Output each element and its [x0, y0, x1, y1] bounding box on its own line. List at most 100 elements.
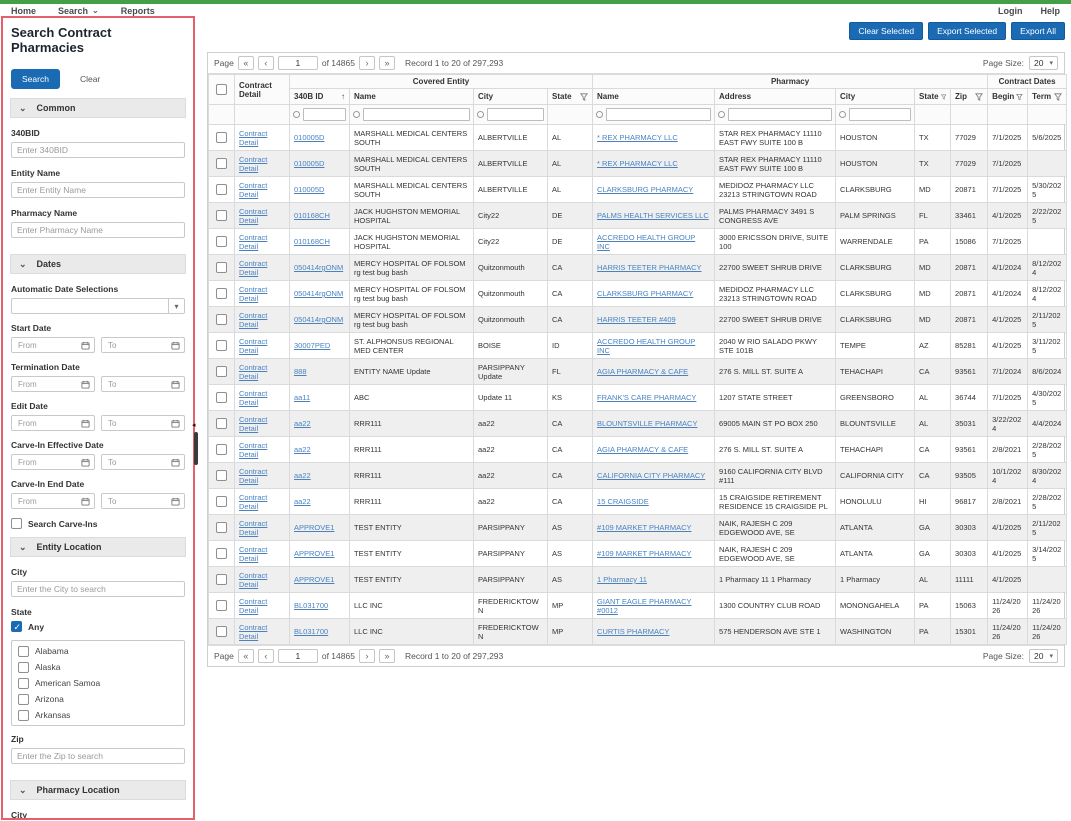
contract-detail-link[interactable]: Contract Detail — [239, 258, 268, 277]
export-selected-button[interactable]: Export Selected — [928, 22, 1007, 40]
bid-link[interactable]: 050414rgONM — [294, 263, 344, 272]
nav-search[interactable]: Search ⌄ — [58, 5, 99, 16]
row-checkbox[interactable] — [216, 600, 227, 611]
state-checkbox-item[interactable]: Alabama — [12, 643, 184, 659]
contract-detail-link[interactable]: Contract Detail — [239, 154, 268, 173]
calendar-icon[interactable] — [81, 497, 90, 506]
contract-detail-link[interactable]: Contract Detail — [239, 570, 268, 589]
pharmacy-link[interactable]: HARRIS TEETER #409 — [597, 315, 676, 324]
bid-input[interactable] — [11, 142, 185, 158]
calendar-icon[interactable] — [81, 380, 90, 389]
date-from-field[interactable] — [11, 376, 95, 392]
col-contract-detail[interactable]: Contract Detail — [234, 74, 290, 105]
contract-detail-link[interactable]: Contract Detail — [239, 336, 268, 355]
pharmacy-link[interactable]: PALMS HEALTH SERVICES LLC — [597, 211, 709, 220]
state-checkbox[interactable] — [18, 661, 29, 673]
row-checkbox[interactable] — [216, 444, 227, 455]
entity-name-input[interactable] — [11, 182, 185, 198]
next-page-icon[interactable]: › — [358, 649, 375, 663]
filter-operator-icon[interactable] — [353, 111, 360, 118]
next-page-icon[interactable]: › — [358, 56, 375, 70]
nav-home[interactable]: Home — [11, 5, 37, 16]
row-checkbox[interactable] — [216, 366, 227, 377]
row-checkbox[interactable] — [216, 262, 227, 273]
contract-detail-link[interactable]: Contract Detail — [239, 544, 268, 563]
auto-date-select[interactable]: ▾ — [11, 298, 185, 314]
pharmacy-link[interactable]: HARRIS TEETER PHARMACY — [597, 263, 702, 272]
row-checkbox[interactable] — [216, 158, 227, 169]
pharmacy-link[interactable]: 1 Pharmacy 11 — [597, 575, 647, 584]
filter-funnel-icon[interactable] — [580, 92, 589, 101]
contract-detail-link[interactable]: Contract Detail — [239, 388, 268, 407]
col-address[interactable]: Address — [714, 88, 837, 105]
row-checkbox[interactable] — [216, 626, 227, 637]
col-340b-id[interactable]: 340B ID ↑ — [289, 88, 350, 105]
contract-detail-link[interactable]: Contract Detail — [239, 180, 268, 199]
col-ph-state[interactable]: State — [914, 88, 952, 105]
section-common[interactable]: ⌄ Common — [10, 98, 186, 118]
bid-link[interactable]: 888 — [294, 367, 307, 376]
state-checkbox-item[interactable]: American Samoa — [12, 675, 184, 691]
pharmacy-link[interactable]: 15 CRAIGSIDE — [597, 497, 649, 506]
bid-link[interactable]: 010168CH — [294, 237, 330, 246]
row-checkbox[interactable] — [216, 496, 227, 507]
pharmacy-link[interactable]: FRANK'S CARE PHARMACY — [597, 393, 697, 402]
pharmacy-link[interactable]: AGIA PHARMACY & CAFE — [597, 367, 689, 376]
bid-link[interactable]: aa22 — [294, 497, 311, 506]
row-checkbox[interactable] — [216, 574, 227, 585]
collapse-panel-icon[interactable]: ◂ — [192, 422, 196, 429]
row-checkbox[interactable] — [216, 288, 227, 299]
contract-detail-link[interactable]: Contract Detail — [239, 414, 268, 433]
contract-detail-link[interactable]: Contract Detail — [239, 440, 268, 459]
entity-state-any-checkbox[interactable] — [11, 621, 22, 633]
section-dates[interactable]: ⌄ Dates — [10, 254, 186, 274]
page-size-select[interactable]: 20 ▾ — [1029, 649, 1058, 663]
date-from-field[interactable] — [11, 337, 95, 353]
page-number-input[interactable] — [277, 649, 318, 663]
pharmacy-link[interactable]: GIANT EAGLE PHARMACY #0012 — [597, 596, 692, 615]
filter-operator-icon[interactable] — [596, 111, 604, 118]
entity-state-any-row[interactable]: Any — [11, 621, 185, 633]
last-page-icon[interactable]: » — [378, 649, 395, 663]
entity-city-input[interactable] — [11, 581, 185, 597]
state-checkbox-item[interactable]: Arkansas — [12, 707, 184, 723]
bid-link[interactable]: BL031700 — [294, 601, 329, 610]
date-to-field[interactable] — [101, 493, 185, 509]
pharmacy-link[interactable]: * REX PHARMACY LLC — [597, 159, 678, 168]
date-to-field[interactable] — [101, 454, 185, 470]
bid-link[interactable]: BL031700 — [294, 627, 329, 636]
contract-detail-link[interactable]: Contract Detail — [239, 310, 268, 329]
bid-link[interactable]: APPROVE1 — [294, 575, 335, 584]
contract-detail-link[interactable]: Contract Detail — [239, 492, 268, 511]
bid-link[interactable]: aa22 — [294, 445, 311, 454]
row-checkbox[interactable] — [216, 132, 227, 143]
date-to-field[interactable] — [101, 337, 185, 353]
bid-link[interactable]: 010168CH — [294, 211, 330, 220]
state-checkbox[interactable] — [18, 677, 29, 689]
ph-name-column-filter-input[interactable] — [606, 108, 712, 121]
date-to-field[interactable] — [101, 415, 185, 431]
state-checkbox[interactable] — [18, 645, 29, 657]
entity-zip-input[interactable] — [11, 748, 185, 764]
search-carve-ins-row[interactable]: Search Carve-Ins — [11, 518, 185, 529]
calendar-icon[interactable] — [81, 341, 90, 350]
row-checkbox[interactable] — [216, 522, 227, 533]
contract-detail-link[interactable]: Contract Detail — [239, 518, 268, 537]
contract-detail-link[interactable]: Contract Detail — [239, 596, 268, 615]
filter-operator-icon[interactable] — [477, 111, 484, 118]
contract-detail-link[interactable]: Contract Detail — [239, 206, 268, 225]
contract-detail-link[interactable]: Contract Detail — [239, 362, 268, 381]
calendar-icon[interactable] — [171, 497, 180, 506]
pharmacy-link[interactable]: BLOUNTSVILLE PHARMACY — [597, 419, 698, 428]
row-checkbox[interactable] — [216, 184, 227, 195]
ce-name-column-filter-input[interactable] — [363, 108, 470, 121]
bid-link[interactable]: aa11 — [294, 393, 311, 402]
prev-page-icon[interactable]: ‹ — [257, 56, 274, 70]
search-carve-ins-checkbox[interactable] — [11, 518, 22, 529]
pharmacy-link[interactable]: #109 MARKET PHARMACY — [597, 523, 692, 532]
date-from-field[interactable] — [11, 493, 95, 509]
pharmacy-link[interactable]: CLARKSBURG PHARMACY — [597, 185, 694, 194]
section-pharmacy-location[interactable]: ⌄ Pharmacy Location — [10, 780, 186, 800]
filter-funnel-icon[interactable] — [1016, 93, 1024, 101]
first-page-icon[interactable]: « — [237, 56, 254, 70]
